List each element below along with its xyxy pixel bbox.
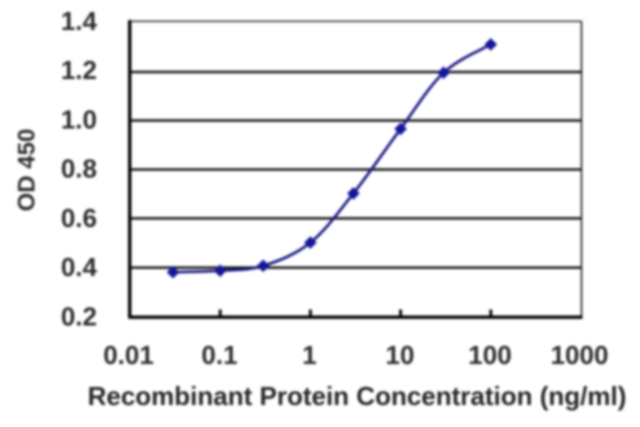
svg-text:1.0: 1.0 <box>61 104 97 134</box>
svg-text:0.6: 0.6 <box>61 203 97 233</box>
svg-text:Recombinant Protein Concentrat: Recombinant Protein Concentration (ng/ml… <box>88 381 627 411</box>
svg-text:10: 10 <box>386 340 415 370</box>
svg-text:1.4: 1.4 <box>61 6 98 36</box>
svg-text:0.2: 0.2 <box>61 301 97 331</box>
svg-text:1.2: 1.2 <box>61 55 97 85</box>
svg-text:OD 450: OD 450 <box>14 129 41 212</box>
svg-text:1000: 1000 <box>551 340 609 370</box>
svg-text:1: 1 <box>302 340 316 370</box>
svg-text:0.1: 0.1 <box>201 340 237 370</box>
svg-text:0.4: 0.4 <box>61 252 98 282</box>
svg-text:0.01: 0.01 <box>103 340 154 370</box>
svg-text:100: 100 <box>468 340 511 370</box>
svg-text:0.8: 0.8 <box>61 154 97 184</box>
